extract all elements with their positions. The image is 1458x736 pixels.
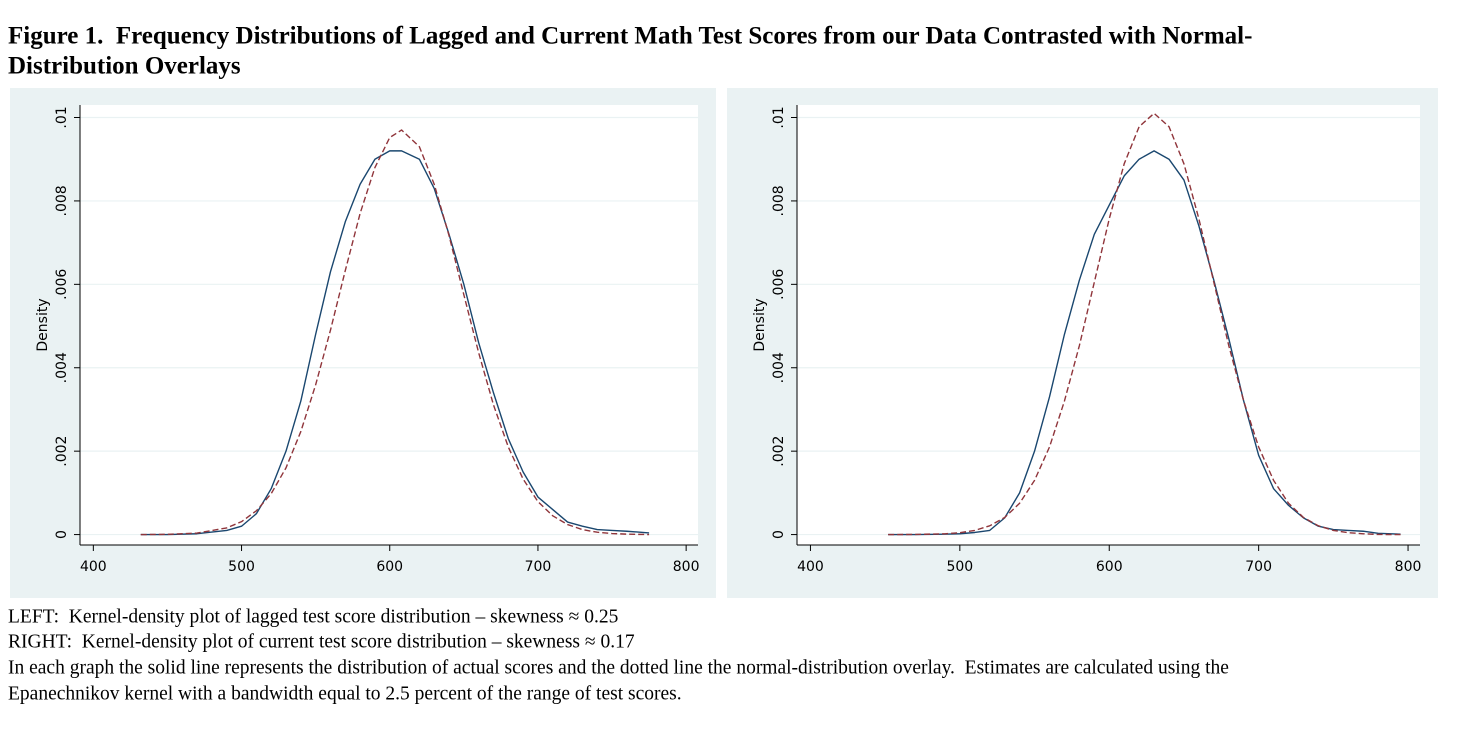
y-tick-label: 0 (54, 530, 70, 539)
x-tick-label: 800 (1395, 559, 1422, 575)
x-tick-label: 600 (376, 559, 403, 575)
y-tick-label: .004 (54, 352, 70, 383)
x-tick-label: 700 (1245, 559, 1272, 575)
y-tick-label: .002 (771, 436, 787, 467)
plot-area (80, 105, 698, 545)
figure-note: Epanechnikov kernel with a bandwidth equ… (8, 683, 682, 704)
y-tick-label: .006 (771, 269, 787, 300)
y-tick-label: .008 (54, 185, 70, 216)
y-tick-label: .004 (771, 352, 787, 383)
figure-title: Figure 1. Frequency Distributions of Lag… (8, 23, 1252, 50)
x-tick-label: 500 (946, 559, 973, 575)
x-tick-label: 700 (525, 559, 552, 575)
x-tick-label: 400 (797, 559, 824, 575)
y-tick-label: .006 (54, 269, 70, 300)
plot-area (797, 105, 1420, 545)
y-tick-label: .01 (771, 106, 787, 128)
y-tick-label: .01 (54, 106, 70, 128)
figure-note: In each graph the solid line represents … (8, 657, 1229, 678)
density-line (888, 150, 1401, 536)
x-tick-label: 500 (228, 559, 255, 575)
y-tick-label: .008 (771, 185, 787, 216)
y-axis-title: Density (752, 298, 768, 351)
figure-note: RIGHT: Kernel-density plot of current te… (8, 631, 635, 652)
y-tick-label: .002 (54, 436, 70, 467)
figure-title: Distribution Overlays (8, 53, 241, 80)
y-axis-title: Density (35, 298, 51, 351)
density-line (888, 112, 1401, 536)
y-tick-label: 0 (771, 530, 787, 539)
x-tick-label: 400 (80, 559, 107, 575)
figure-note: LEFT: Kernel-density plot of lagged test… (8, 606, 618, 627)
x-tick-label: 800 (673, 559, 700, 575)
density-line (140, 150, 650, 536)
x-tick-label: 600 (1096, 559, 1123, 575)
